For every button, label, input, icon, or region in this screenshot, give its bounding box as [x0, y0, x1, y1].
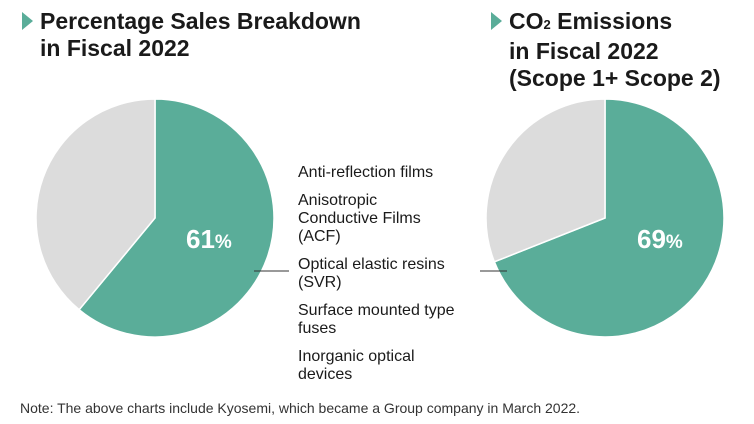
co2-pie-slice-1 [485, 98, 606, 263]
product-item: Inorganic optical devices [298, 348, 415, 383]
sales-pie-slice-0 [78, 98, 275, 338]
sales-pie-chart [35, 98, 275, 338]
footnote: Note: The above charts include Kyosemi, … [20, 400, 581, 416]
product-item: Anti-reflection films [298, 164, 434, 181]
sales-chart-title: Percentage Sales Breakdown in Fiscal 202… [22, 8, 361, 62]
co2-pie-slice-0 [493, 98, 725, 338]
co2-chart-title: CO2 Emissions in Fiscal 2022 (Scope 1+ S… [491, 8, 721, 92]
sales-pie-slice-1 [35, 98, 156, 311]
product-item: Optical elastic resins (SVR) [298, 256, 445, 291]
title-marker-icon [22, 12, 33, 30]
product-item: Surface mounted type fuses [298, 302, 455, 337]
co2-pie-value-label: 69% [637, 224, 683, 254]
product-list: Anti-reflection films Anisotropic Conduc… [298, 164, 488, 394]
product-item: Anisotropic Conductive Films (ACF) [298, 192, 421, 245]
sales-pie-value-label: 61% [186, 224, 232, 254]
title-marker-icon [491, 12, 502, 30]
co2-pie-chart [485, 98, 725, 338]
